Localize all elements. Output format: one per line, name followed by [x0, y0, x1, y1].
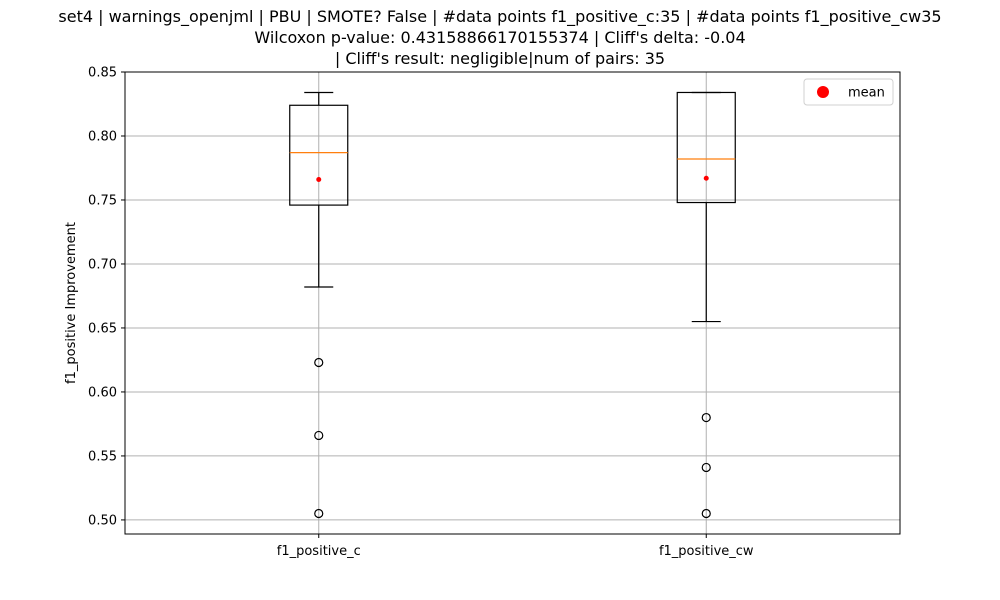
- y-tick-label: 0.55: [88, 449, 117, 464]
- y-tick-label: 0.75: [88, 193, 117, 208]
- y-axis-label: f1_positive Improvement: [64, 222, 79, 384]
- y-tick-label: 0.70: [88, 257, 117, 272]
- chart-title: set4 | warnings_openjml | PBU | SMOTE? F…: [0, 6, 1000, 69]
- chart-title-line-3: | Cliff's result: negligible|num of pair…: [334, 49, 666, 68]
- outlier-point: [701, 462, 711, 473]
- x-tick-label: f1_positive_cw: [659, 544, 754, 559]
- y-tick-label: 0.50: [88, 513, 117, 528]
- outlier-point: [314, 430, 324, 441]
- mean-point: [703, 175, 709, 181]
- y-tick-label: 0.80: [88, 129, 117, 144]
- box-f1_positive_cw: [676, 91, 736, 519]
- y-tick-label: 0.85: [88, 66, 117, 81]
- legend-mean-label: mean: [848, 86, 885, 101]
- x-tick-label: f1_positive_c: [277, 544, 361, 559]
- outlier-point: [701, 508, 711, 519]
- outlier-point: [701, 412, 711, 423]
- legend: mean: [803, 78, 894, 106]
- legend-mean-marker: [817, 86, 829, 98]
- y-tick-label: 0.65: [88, 321, 117, 336]
- boxes: [289, 91, 736, 519]
- plot-area-frame: [124, 71, 901, 535]
- chart-title-line-2: Wilcoxon p-value: 0.43158866170155374 | …: [254, 28, 746, 47]
- box-f1_positive_c: [289, 91, 349, 519]
- gridlines: [125, 71, 900, 534]
- iqr-box: [676, 91, 736, 204]
- legend-frame: [803, 78, 894, 106]
- mean-point: [316, 177, 322, 183]
- chart-title-line-1: set4 | warnings_openjml | PBU | SMOTE? F…: [58, 7, 942, 26]
- y-tick-label: 0.60: [88, 385, 117, 400]
- outlier-point: [314, 357, 324, 368]
- iqr-box: [289, 104, 349, 206]
- axis-ticks: 0.50 0.55 0.60 0.65 0.70 0.75 0.80 0.85 f1_posit…: [88, 66, 754, 560]
- outlier-point: [314, 508, 324, 519]
